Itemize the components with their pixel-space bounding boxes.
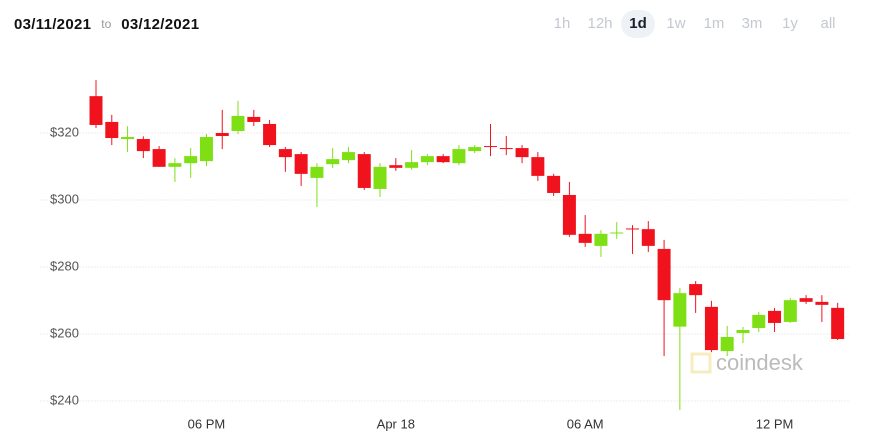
range-button[interactable]: 1y <box>782 15 798 32</box>
candle-body <box>815 301 829 305</box>
candle-body <box>215 133 229 137</box>
candle-body <box>105 121 119 139</box>
range-button[interactable]: 1d <box>621 10 655 38</box>
candle-body <box>673 293 687 327</box>
candle-body <box>752 314 766 328</box>
range-button[interactable]: 1h <box>553 15 571 32</box>
candle-body <box>89 96 103 125</box>
candle-body <box>121 137 135 140</box>
y-tick-label: $320 <box>50 124 79 139</box>
range-button[interactable]: all <box>820 15 836 32</box>
candle-body <box>626 228 640 230</box>
candle-body <box>736 329 750 333</box>
candle-body <box>152 149 166 167</box>
candle-body <box>310 166 324 178</box>
candle-body <box>452 149 466 164</box>
watermark-logo <box>690 352 712 374</box>
candle-body <box>720 337 734 352</box>
y-tick-label: $240 <box>50 392 79 407</box>
x-tick-label: 12 PM <box>756 416 794 431</box>
candle-body <box>831 307 845 340</box>
watermark <box>690 352 712 374</box>
candle-body <box>357 154 371 188</box>
candle-body <box>594 233 608 246</box>
range-button[interactable]: 3m <box>741 15 763 32</box>
candle-body <box>547 175 561 193</box>
y-tick-label: $300 <box>50 191 79 206</box>
candle-body <box>578 233 592 243</box>
candle-body <box>531 157 545 176</box>
date-range: 03/11/2021 to 03/12/2021 <box>14 10 199 38</box>
watermark-text: coindesk <box>716 350 804 375</box>
range-button[interactable]: 1m <box>703 15 725 32</box>
candle-body <box>436 156 450 163</box>
candle-body <box>389 165 403 168</box>
candle-body <box>168 163 182 167</box>
candle-body <box>373 166 387 189</box>
candle-body <box>405 162 419 168</box>
candle-body <box>199 137 213 162</box>
range-button[interactable]: 1w <box>666 15 686 32</box>
candle-body <box>184 156 198 164</box>
candle-body <box>484 146 497 148</box>
candle-body <box>610 232 624 234</box>
y-tick-label: $280 <box>50 258 79 273</box>
from-date[interactable]: 03/11/2021 <box>14 15 92 33</box>
candle-body <box>136 139 150 152</box>
candle-body <box>689 284 703 296</box>
candle-body <box>231 115 245 131</box>
candle-body <box>499 148 513 150</box>
candle-body <box>562 194 576 235</box>
candle-body <box>326 159 340 165</box>
range-selector: 1h 12h 1d 1w 1m 3m 1y all <box>545 10 845 38</box>
range-button[interactable]: 12h <box>587 15 613 32</box>
candle-body <box>294 154 308 174</box>
candle-body <box>341 152 355 161</box>
candle-body <box>768 310 782 323</box>
candle-body <box>783 300 797 322</box>
candle-body <box>263 123 277 146</box>
x-tick-label: 06 PM <box>188 416 226 431</box>
candle-body <box>704 306 718 351</box>
candle-body <box>641 229 655 246</box>
x-tick-label: 06 AM <box>567 416 604 431</box>
to-date[interactable]: 03/12/2021 <box>121 15 200 33</box>
candle-body <box>515 148 529 158</box>
to-label: to <box>101 17 112 31</box>
candle-body <box>278 149 292 158</box>
candle-body <box>420 156 434 163</box>
candle-body <box>799 298 813 302</box>
y-tick-label: $260 <box>50 325 79 340</box>
x-tick-label: Apr 18 <box>377 416 415 431</box>
candle-body <box>247 116 261 122</box>
candle-body <box>657 248 671 301</box>
candle-body <box>468 147 482 152</box>
